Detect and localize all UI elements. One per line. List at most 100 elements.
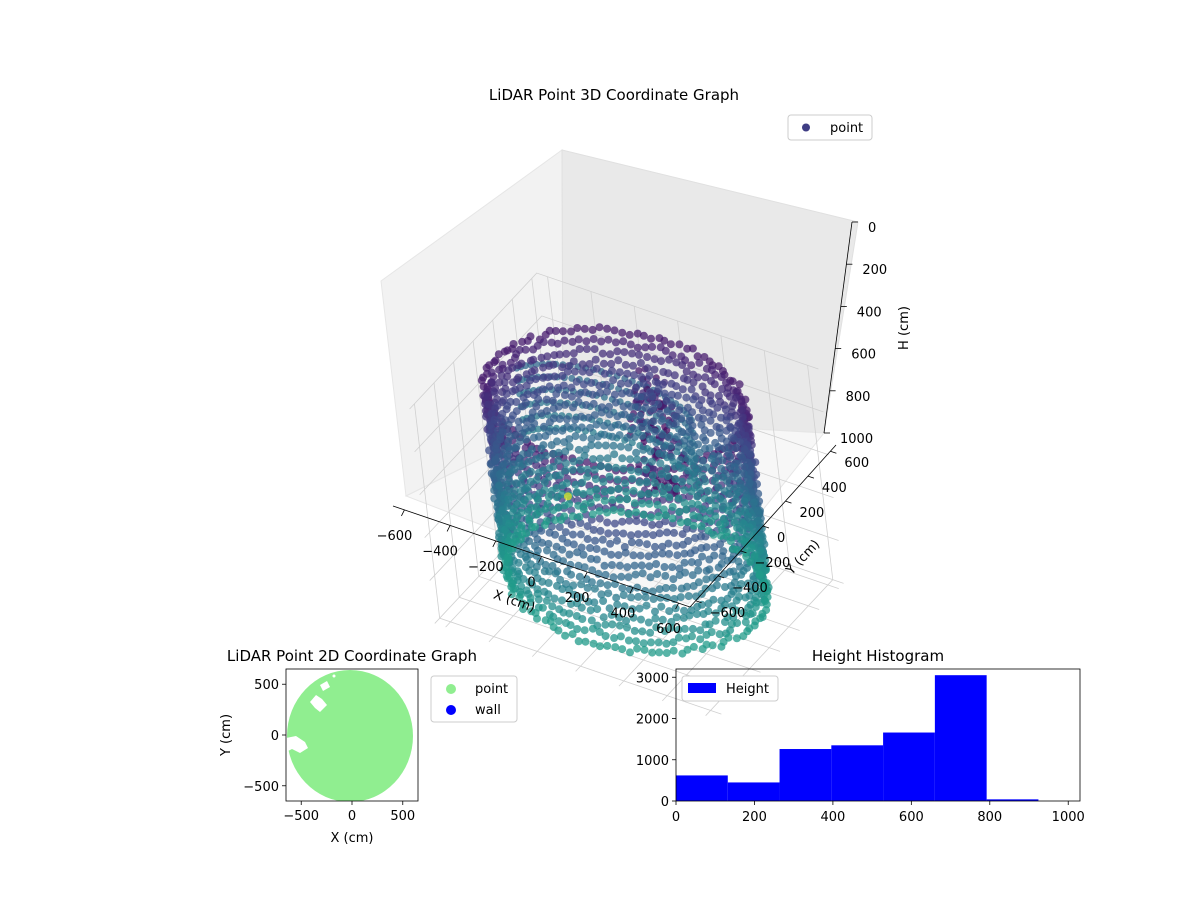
point-marker [553,339,562,348]
point-marker [702,640,711,649]
point-marker [581,445,590,454]
point-marker [573,548,582,557]
point-marker [591,475,600,484]
point-marker [704,486,713,495]
point-marker [686,440,695,449]
x-tick-label-2d: 0 [348,809,356,824]
point-marker [656,409,665,418]
hist-x-tick-label: 400 [820,810,845,825]
point-marker [730,578,739,587]
point-marker [575,390,584,399]
point-marker [650,478,659,487]
point-marker [694,500,702,509]
point-marker [487,368,496,377]
legend-label-point-2d: point [475,682,508,697]
histogram-legend-swatch [688,683,716,693]
point-marker [551,427,560,436]
point-marker [548,602,557,611]
point-marker [596,579,605,588]
histogram-legend: Height [681,675,779,702]
point-marker [649,417,658,426]
point-marker [658,615,667,624]
point-marker [695,448,704,457]
point-marker [597,337,606,346]
point-marker [610,519,619,528]
y-tick-mark [717,575,725,579]
z-axis-line [823,221,853,434]
point-marker [763,593,772,602]
point-marker [651,614,660,623]
point-marker [573,324,582,332]
point-marker [682,505,691,514]
point-marker [720,487,729,496]
point-marker [512,500,521,509]
point-marker [640,392,649,401]
point-marker [654,512,663,521]
y-tick-mark [740,550,747,554]
point-marker [717,531,726,540]
point-marker [735,592,744,601]
point-marker [530,419,539,428]
point-marker [683,454,692,463]
point-marker [522,435,531,444]
point-marker [672,358,681,367]
point-marker [684,592,693,601]
point-marker [600,421,609,430]
point-marker [654,385,663,393]
point-marker [570,590,579,599]
point-marker [639,639,648,648]
point-marker [643,353,652,361]
point-marker [694,413,703,422]
z-tick-label: 400 [857,305,882,320]
point-marker [514,417,523,426]
point-marker [648,457,656,466]
point-marker [714,483,723,492]
point-marker [559,327,567,336]
point-marker [702,463,711,472]
point-marker [599,477,608,486]
point-marker [517,521,526,530]
point-marker [565,585,574,594]
point-marker [599,597,608,605]
point-marker [572,612,581,620]
point-marker [637,422,646,431]
point-marker [580,626,589,635]
point-marker [614,420,623,429]
point-marker [515,345,524,354]
x-tick-mark [401,509,405,517]
histogram-bar [934,675,987,801]
point-marker [645,371,654,380]
point-marker [640,645,649,654]
point-marker [561,466,570,475]
point-marker [660,627,669,635]
point-marker [674,494,683,503]
point-marker [517,508,526,517]
point-marker [698,552,707,561]
point-marker [531,541,539,550]
point-marker [620,410,629,419]
point-marker [554,617,563,626]
point-marker [592,420,601,429]
point-marker [574,335,583,344]
point-marker [647,513,655,522]
point-marker [554,448,563,457]
point-marker [623,369,632,378]
point-marker [729,545,737,553]
point-marker [655,529,664,538]
point-marker [558,534,567,543]
point-marker [722,378,730,387]
point-marker [514,373,523,382]
point-marker [732,490,741,499]
point-marker [712,581,721,590]
y-axis-label-2d: Y (cm) [219,714,234,757]
point-marker [609,376,618,385]
point-marker [735,380,744,389]
point-marker [580,324,589,333]
point-marker [650,355,659,364]
point-marker [691,546,699,555]
point-marker [717,559,726,568]
point-marker [569,457,578,466]
point-marker [671,462,679,471]
histogram-bar [986,799,1039,801]
